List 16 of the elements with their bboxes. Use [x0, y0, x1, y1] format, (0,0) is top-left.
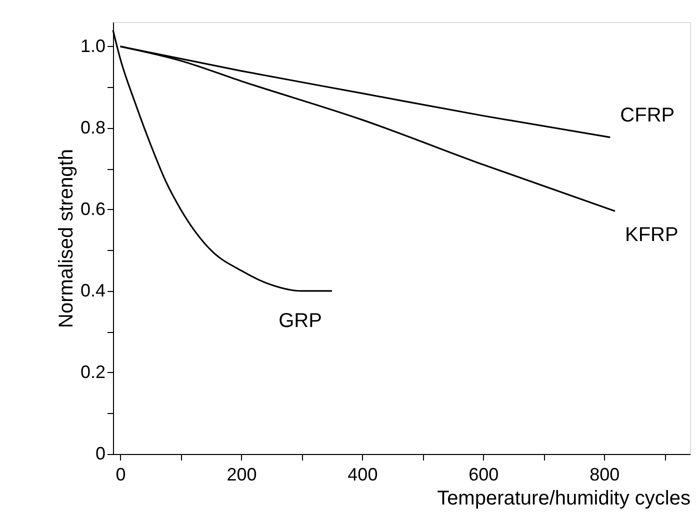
x-tick-label: 0	[116, 464, 126, 484]
x-tick-label: 600	[468, 464, 499, 484]
series-label: GRP	[278, 310, 322, 332]
x-tick-label: 400	[348, 464, 378, 484]
y-tick-label: 1.0	[80, 36, 106, 56]
x-axis-title: Temperature/humidity cycles	[437, 488, 690, 510]
y-tick-label: 0.8	[80, 117, 106, 138]
y-tick-label: 0.2	[80, 362, 106, 382]
y-tick-label: 0.4	[80, 280, 106, 300]
y-tick-label: 0	[95, 444, 106, 464]
x-tick-label: 200	[226, 464, 257, 484]
y-axis-title: Normalised strength	[55, 149, 78, 328]
x-tick-label: 800	[590, 464, 620, 484]
y-tick-label: 0.6	[80, 198, 106, 219]
series-label: CFRP	[620, 104, 675, 126]
series-label: KFRP	[625, 224, 678, 246]
